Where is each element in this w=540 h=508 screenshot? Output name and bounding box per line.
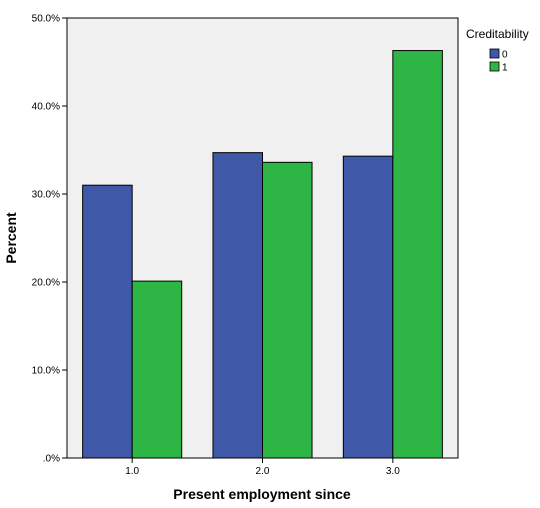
y-tick-label: .0% xyxy=(43,454,60,465)
x-tick-label: 2.0 xyxy=(256,466,270,477)
x-tick-label: 1.0 xyxy=(125,466,139,477)
legend: Creditability 01 xyxy=(466,27,529,74)
y-axis: .0% 10.0% 20.0% 30.0% 40.0% 50.0% xyxy=(32,14,67,465)
bar-series-0-2.0 xyxy=(212,152,263,459)
y-tick-label: 40.0% xyxy=(32,102,60,113)
y-axis-title: Percent xyxy=(3,212,19,264)
legend-swatch-1 xyxy=(489,61,500,72)
bar-series-0-3.0 xyxy=(342,155,394,459)
bars-group xyxy=(82,50,443,459)
y-tick-label: 50.0% xyxy=(32,14,60,25)
x-axis-title: Present employment since xyxy=(173,486,351,502)
y-tick-label: 30.0% xyxy=(32,190,60,201)
bar-series-1-1.0 xyxy=(131,280,183,459)
legend-items: 01 xyxy=(489,48,508,74)
y-tick-label: 10.0% xyxy=(32,366,60,377)
legend-label-1: 1 xyxy=(502,63,508,74)
bar-series-1-2.0 xyxy=(262,161,313,459)
bar-series-1-3.0 xyxy=(392,50,443,459)
y-tick-label: 20.0% xyxy=(32,278,60,289)
legend-label-0: 0 xyxy=(502,50,508,61)
x-axis: 1.0 2.0 3.0 xyxy=(125,458,400,477)
x-tick-label: 3.0 xyxy=(386,466,400,477)
legend-swatch-0 xyxy=(489,48,500,59)
legend-title: Creditability xyxy=(466,27,529,41)
bar-series-0-1.0 xyxy=(82,184,133,459)
